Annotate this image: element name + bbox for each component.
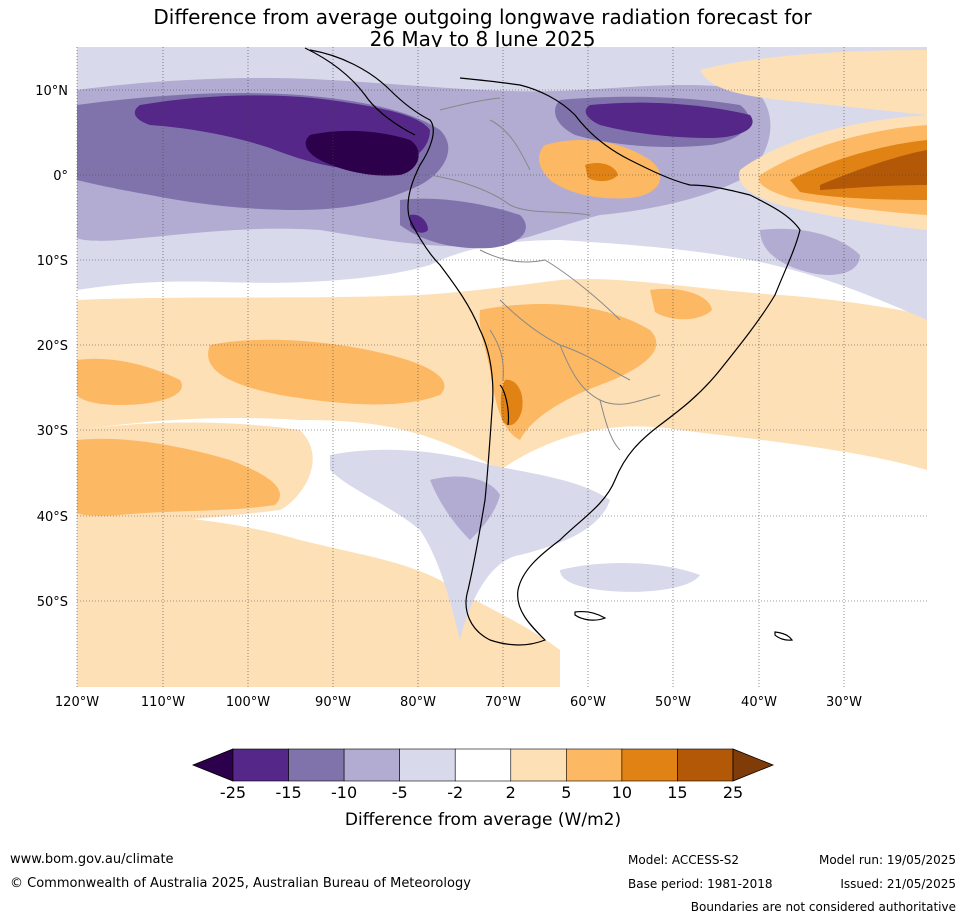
lat-label: 20°S (37, 339, 68, 354)
anomaly-field (77, 47, 927, 687)
lon-label: 70°W (485, 695, 521, 710)
footer-base-period: Base period: 1981-2018 (628, 877, 773, 891)
footer-copyright: © Commonwealth of Australia 2025, Austra… (10, 876, 471, 891)
colorbar-max-arrow (732, 748, 775, 782)
colorbar-swatch (510, 748, 567, 782)
graticule (76, 47, 927, 687)
colorbar-swatch (399, 748, 456, 782)
lat-label: 40°S (37, 510, 68, 525)
colorbar-tick-label: -10 (331, 783, 357, 802)
lon-label: 60°W (570, 695, 606, 710)
lon-label: 90°W (315, 695, 351, 710)
colorbar-swatch (343, 748, 400, 782)
south-america-dark-orange-blob (500, 379, 523, 426)
eastern-pacific-extreme-negative (305, 130, 419, 176)
pacific-orange-blob-3 (77, 438, 280, 516)
lat-label: 30°S (37, 424, 68, 439)
lat-label: 10°S (37, 254, 68, 269)
pacific-orange-blob-2 (77, 358, 182, 405)
colorbar-tick-label: 2 (506, 783, 516, 802)
lon-label: 120°W (55, 695, 99, 710)
pacific-orange-blob-1 (208, 339, 445, 405)
colorbar-ticks: -25 -15 -10 -5 -2 2 5 10 15 25 (220, 783, 743, 802)
colorbar-tick-label: -2 (447, 783, 463, 802)
colorbar-label: Difference from average (W/m2) (345, 810, 621, 830)
lat-label: 50°S (37, 595, 68, 610)
colorbar-swatch (621, 748, 678, 782)
south-america-orange-blob (479, 304, 657, 440)
lon-label: 40°W (741, 695, 777, 710)
country-borders (429, 97, 661, 451)
lat-label: 0° (53, 169, 68, 184)
lon-label: 30°W (826, 695, 862, 710)
colorbar-swatch (677, 748, 734, 782)
colorbar-tick-label: 10 (612, 783, 632, 802)
coastline (304, 47, 801, 646)
colorbar-swatch (288, 748, 345, 782)
footer-model-run: Model run: 19/05/2025 (818, 853, 956, 867)
colorbar-tick-label: -5 (392, 783, 408, 802)
map-title-line1: Difference from average outgoing longwav… (153, 5, 812, 29)
colorbar-tick-label: 5 (561, 783, 571, 802)
patagonia-negative (330, 449, 610, 640)
colorbar-tick-label: 15 (667, 783, 687, 802)
colorbar-tick-label: 25 (723, 783, 743, 802)
colorbar (191, 748, 775, 782)
colorbar-swatch (566, 748, 623, 782)
south-pacific-positive (77, 516, 560, 687)
colorbar-min-arrow (191, 748, 234, 782)
footer-disclaimer: Boundaries are not considered authoritat… (690, 900, 956, 914)
lon-label: 50°W (655, 695, 691, 710)
lon-label: 100°W (226, 695, 270, 710)
colorbar-swatch (454, 748, 512, 782)
footer-issued: Issued: 21/05/2025 (840, 877, 956, 891)
footer-url[interactable]: www.bom.gov.au/climate (10, 852, 174, 867)
lon-label: 110°W (141, 695, 185, 710)
lon-label: 80°W (400, 695, 436, 710)
colorbar-tick-label: -15 (275, 783, 301, 802)
footer-model: Model: ACCESS-S2 (628, 853, 740, 867)
colorbar-swatch (232, 748, 289, 782)
atlantic-orange (700, 50, 927, 115)
colorbar-tick-label: -25 (220, 783, 246, 802)
lat-label: 10°N (35, 84, 68, 99)
